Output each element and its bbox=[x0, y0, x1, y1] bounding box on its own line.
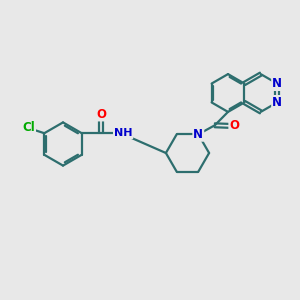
Text: O: O bbox=[96, 107, 106, 121]
Text: N: N bbox=[193, 128, 203, 141]
Text: Cl: Cl bbox=[22, 121, 35, 134]
Text: N: N bbox=[272, 96, 282, 109]
Text: NH: NH bbox=[114, 128, 132, 138]
Text: N: N bbox=[272, 77, 282, 90]
Text: O: O bbox=[229, 119, 239, 132]
